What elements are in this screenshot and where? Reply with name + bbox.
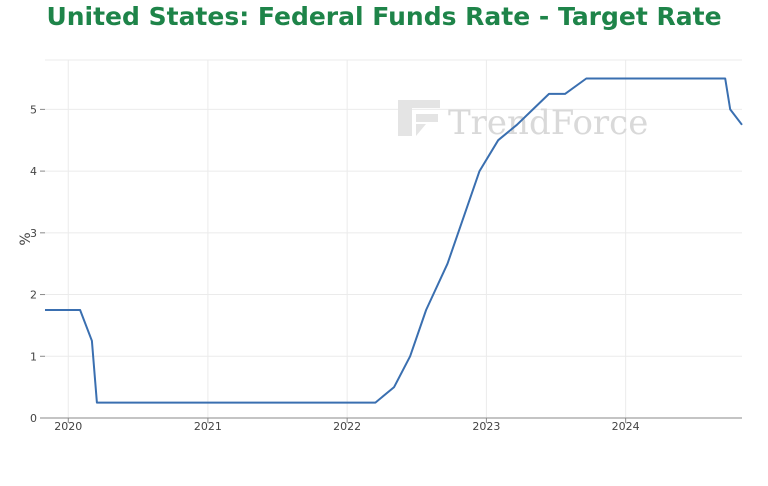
y-tick-label-3: 3: [30, 227, 37, 240]
x-tick-label-0: 2020: [54, 420, 82, 433]
gridlines: [45, 59, 742, 418]
y-tick-label-4: 4: [30, 165, 37, 178]
series-layer: [45, 77, 743, 404]
trendforce-logo-icon: [398, 100, 440, 136]
y-tick-label-5: 5: [30, 103, 37, 116]
watermark-text: TrendForce: [448, 103, 648, 143]
y-axis-ticks: 0 1 2 3 4 5: [30, 103, 45, 425]
x-axis-ticks: 2020 2021 2022 2023 2024: [54, 418, 640, 433]
y-tick-label-2: 2: [30, 289, 37, 302]
x-tick-label-4: 2024: [612, 420, 640, 433]
y-axis-title: %: [18, 232, 34, 245]
watermark: TrendForce: [398, 100, 648, 143]
x-tick-label-2: 2022: [333, 420, 361, 433]
y-tick-label-0: 0: [30, 412, 37, 425]
chart-title: United States: Federal Funds Rate - Targ…: [46, 2, 722, 31]
series-line-0: [45, 77, 743, 404]
y-tick-label-1: 1: [30, 350, 37, 363]
x-tick-label-3: 2023: [472, 420, 500, 433]
x-tick-label-1: 2021: [194, 420, 222, 433]
